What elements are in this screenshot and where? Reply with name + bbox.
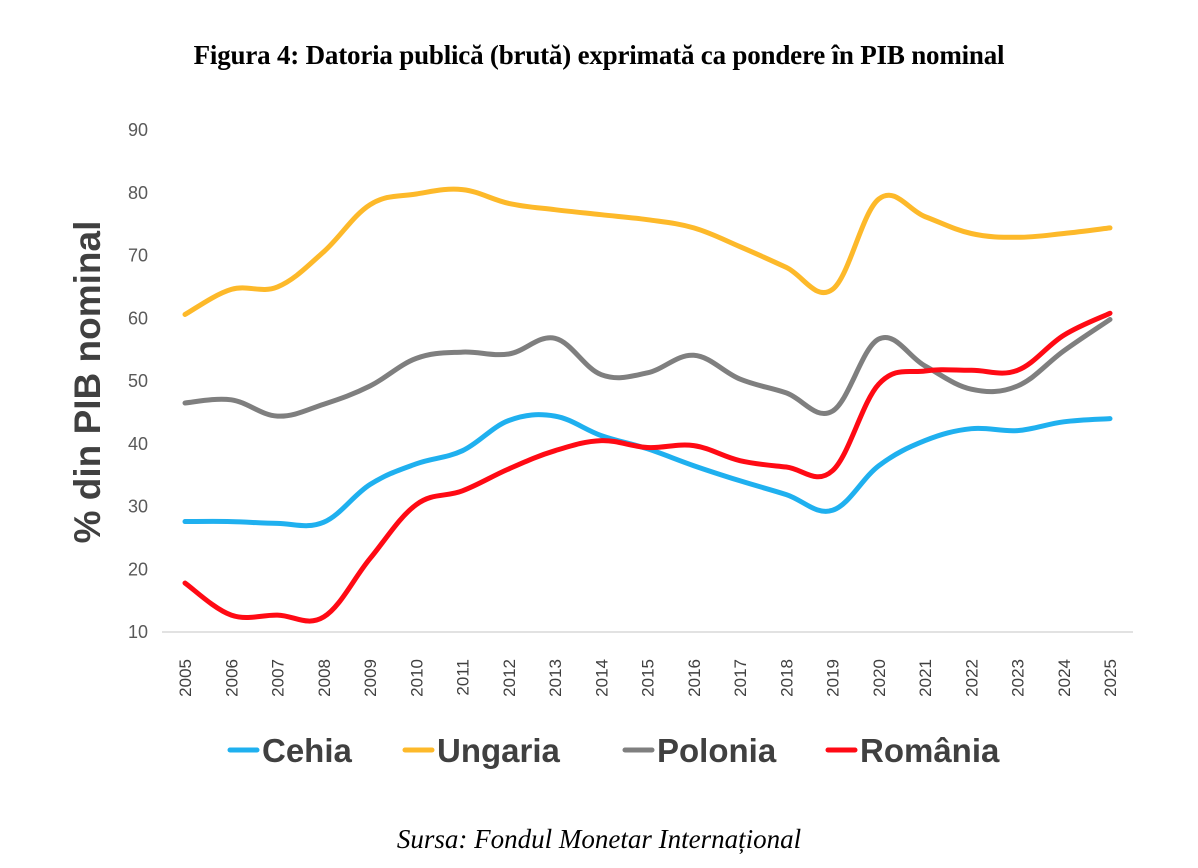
legend-item-polonia: Polonia [622,732,777,769]
chart-title: Figura 4: Datoria publică (brută) exprim… [193,40,1005,70]
x-tick-label: 2013 [546,659,565,697]
legend-label: România [860,732,1000,769]
legend-label: Polonia [657,732,777,769]
series-line-romania [182,310,1113,624]
y-tick-label: 10 [128,622,148,642]
y-axis-label: % din PIB nominal [67,221,108,544]
x-tick-label: 2023 [1009,659,1028,697]
legend-label: Cehia [262,732,353,769]
x-tick-label: 2016 [685,659,704,697]
series-line-cehia [182,412,1113,529]
x-tick-label: 2025 [1101,659,1120,697]
y-tick-label: 60 [128,308,148,328]
x-tick-label: 2019 [824,659,843,697]
series-line-polonia [182,317,1113,419]
legend: Cehia Ungaria Polonia România [227,732,1000,769]
x-tick-label: 2020 [870,659,889,697]
legend-item-ungaria: Ungaria [402,732,561,769]
y-tick-label: 90 [128,120,148,140]
x-tick-label: 2005 [176,659,195,697]
y-axis-ticks: 10 20 30 40 50 60 70 80 90 [128,120,148,642]
x-tick-label: 2008 [315,659,334,697]
y-tick-label: 80 [128,183,148,203]
y-tick-label: 30 [128,497,148,517]
x-tick-label: 2006 [222,659,241,697]
y-tick-label: 70 [128,246,148,266]
x-tick-label: 2012 [500,659,519,697]
x-tick-label: 2017 [731,659,750,697]
x-axis-ticks: 2005 2006 2007 2008 2009 2010 2011 2012 2013 2014… [176,659,1120,697]
legend-label: Ungaria [437,732,561,769]
y-tick-label: 40 [128,434,148,454]
series-lines [182,186,1113,624]
x-tick-label: 2014 [592,659,611,697]
x-tick-label: 2010 [407,659,426,697]
y-tick-label: 50 [128,371,148,391]
series-line-ungaria [182,186,1113,317]
x-tick-label: 2007 [269,659,288,697]
source-note: Sursa: Fondul Monetar Internațional [396,824,802,854]
x-tick-label: 2011 [454,659,473,696]
x-tick-label: 2022 [962,659,981,697]
y-tick-label: 20 [128,559,148,579]
legend-item-cehia: Cehia [227,732,353,769]
x-tick-label: 2009 [361,659,380,697]
x-tick-label: 2015 [639,659,658,697]
x-tick-label: 2024 [1055,659,1074,697]
x-tick-label: 2021 [916,659,935,697]
x-tick-label: 2018 [777,659,796,697]
legend-item-romania: România [825,732,1000,769]
